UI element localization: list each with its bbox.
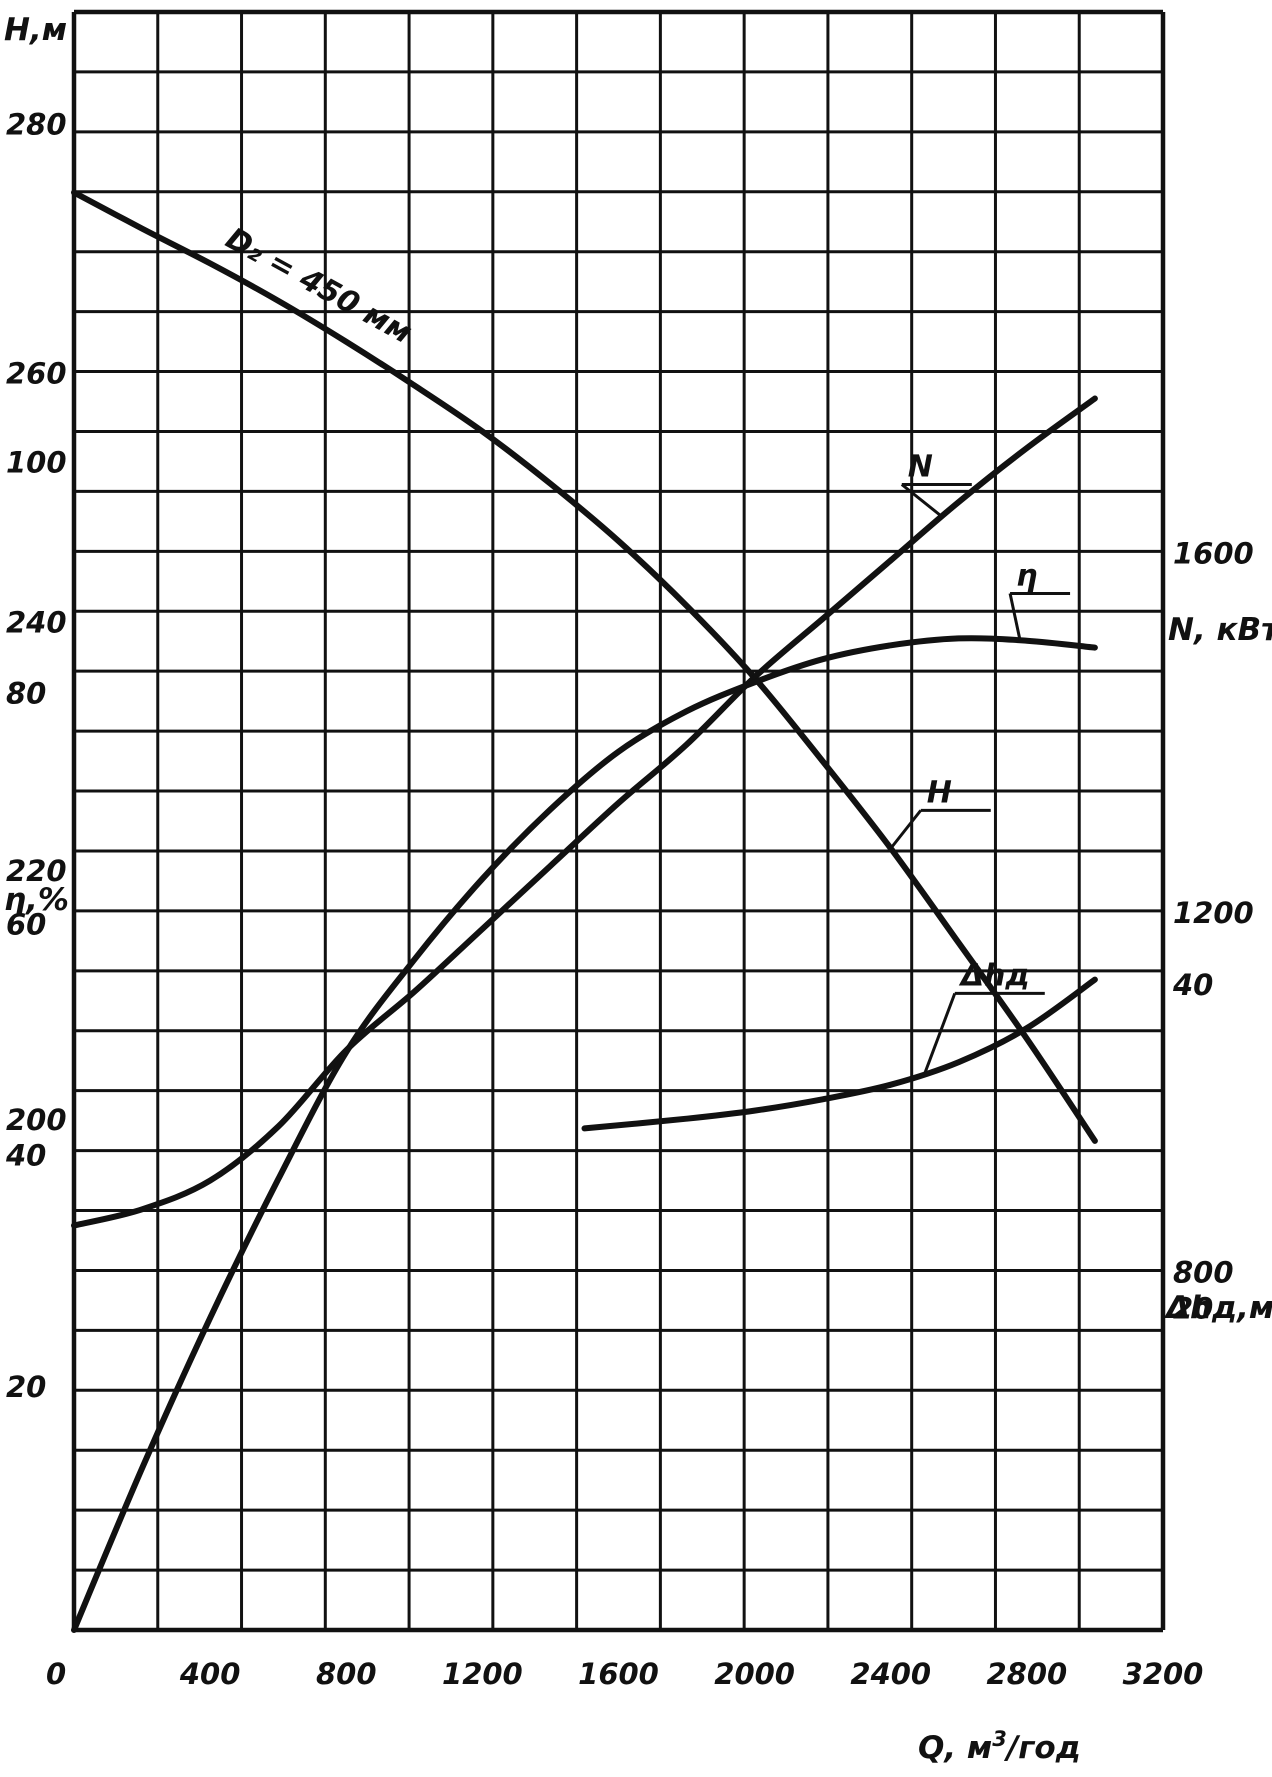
x-tick-label: 2800 <box>987 1657 1068 1691</box>
x-tick-label: 1600 <box>578 1657 659 1691</box>
eta-tick-label: 100 <box>6 445 67 479</box>
n-axis-title: N, кВт <box>1168 612 1272 648</box>
h-tick-label: 260 <box>6 356 67 390</box>
eta-axis-title: η,% <box>4 882 69 918</box>
dh-curve-label: Δhд <box>959 958 1030 993</box>
curve-layer <box>71 189 1098 1633</box>
q-axis-title-main: Q, м <box>918 1730 992 1766</box>
x-tick-label: 1200 <box>442 1657 523 1691</box>
q-axis-title-tail: /год <box>1004 1730 1081 1766</box>
h-curve-label-leader <box>889 809 922 850</box>
eta-curve-label: η <box>1016 558 1037 593</box>
x-tick-label: 800 <box>316 1657 377 1691</box>
eta-tick-label: 80 <box>6 676 46 710</box>
eta-tick-label: 40 <box>5 1139 46 1173</box>
n-tick-label: 1600 <box>1173 536 1254 570</box>
n-curve <box>71 395 1098 1229</box>
dh-axis-title: Δhд,м <box>1163 1290 1272 1326</box>
dh-tick-label: 20 <box>1173 1291 1213 1325</box>
x-tick-label: 3200 <box>1123 1657 1204 1691</box>
q-axis-title: Q, м3/год <box>918 1727 1081 1766</box>
x-tick-label: 2400 <box>850 1657 931 1691</box>
dh-curve-label-leader <box>923 992 957 1074</box>
n-tick-label: 800 <box>1173 1255 1234 1289</box>
n-curve-label-leader <box>900 483 943 518</box>
n-curve-label: N <box>908 450 933 485</box>
dh-tick-label: 40 <box>1172 968 1213 1002</box>
x-tick-label: 0 <box>46 1657 66 1691</box>
eta-tick-label: 20 <box>6 1370 46 1404</box>
x-tick-label: 400 <box>179 1657 241 1691</box>
dh-curve <box>581 976 1098 1132</box>
h-tick-label: 240 <box>6 605 67 639</box>
h-curve <box>71 189 1098 1144</box>
h-tick-label: 280 <box>6 107 67 141</box>
x-tick-label: 2000 <box>714 1657 795 1691</box>
h-tick-label: 220 <box>6 854 67 888</box>
grid-layer <box>71 9 1166 1633</box>
h-curve-label: H <box>927 775 952 810</box>
eta-tick-label: 60 <box>6 908 46 942</box>
q-axis-title-sup: 3 <box>992 1727 1007 1751</box>
eta-curve-label-leader <box>1008 593 1022 641</box>
h-tick-label: 200 <box>6 1103 67 1137</box>
eta-curve <box>71 635 1098 1633</box>
h-axis-title: H,м <box>4 12 67 48</box>
axis-titles: H,м η,% N, кВт Δhд,м Q, м3/год <box>4 12 1272 1766</box>
tick-layer: 0 400 800 1200 1600 2000 2400 2800 3200 200 220 240… <box>5 107 1254 1691</box>
n-tick-label: 1200 <box>1173 896 1254 930</box>
